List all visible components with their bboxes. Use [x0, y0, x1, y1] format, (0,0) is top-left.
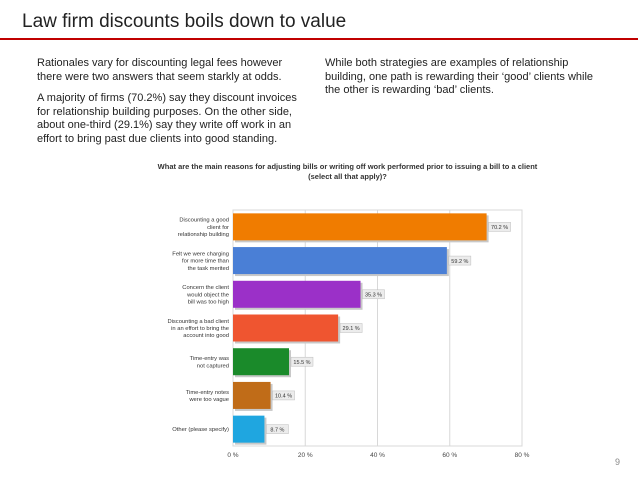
bar — [233, 213, 487, 241]
value-label: 15.5 % — [293, 360, 310, 366]
x-tick-label: 80 % — [515, 452, 530, 459]
chart-title: What are the main reasons for adjusting … — [157, 162, 538, 181]
value-label: 8.7 % — [270, 427, 284, 433]
x-tick-label: 40 % — [370, 452, 385, 459]
bar-chart: What are the main reasons for adjusting … — [150, 162, 545, 464]
category-label-line: Concern the client — [182, 285, 229, 291]
left-text-column: Rationales vary for discounting legal fe… — [37, 57, 305, 154]
bar — [233, 247, 447, 275]
category-label: Felt we were charging for more time than t… — [172, 251, 229, 271]
value-label-box — [448, 255, 472, 266]
category-label: Concern the client would object the bill w… — [182, 285, 229, 305]
category-label-line: Time-entry was — [190, 356, 230, 362]
category-label-line: Discounting a bad client — [167, 319, 229, 325]
category-label: Discounting a bad client in an effort to … — [167, 319, 229, 339]
right-paragraph-1: While both strategies are examples of re… — [325, 57, 594, 96]
category-label-line: not captured — [197, 363, 229, 369]
category-label: Time-entry notes were too vague — [186, 390, 229, 403]
category-label-line: relationship building — [178, 232, 229, 238]
bar — [233, 280, 361, 308]
category-label-line: Discounting a good — [179, 218, 229, 224]
value-label: 59.2 % — [451, 259, 468, 265]
category-label-line: would object the — [186, 292, 229, 298]
value-label: 10.4 % — [275, 394, 292, 400]
right-text-column: While both strategies are examples of re… — [325, 57, 595, 106]
category-label-line: the task merited — [188, 266, 229, 272]
value-label-box — [272, 390, 295, 401]
bar — [233, 381, 271, 409]
bar — [233, 415, 265, 443]
category-label-line: client for — [207, 225, 229, 231]
category-label: Discounting a good client for relationship… — [178, 218, 229, 238]
category-label: Time-entry was not captured — [190, 356, 230, 369]
value-label: 35.3 % — [365, 292, 382, 298]
value-label-box — [488, 222, 511, 232]
bar — [233, 314, 339, 342]
chart-canvas: 0 % 20 % 40 % 60 % 80 % 70.2 % Discounting a g… — [167, 209, 530, 459]
bar — [233, 348, 289, 376]
value-label-box — [266, 424, 289, 434]
slide-title: Law firm discounts boils down to value — [22, 11, 347, 32]
value-label: 29.1 % — [343, 326, 360, 332]
page-number: 9 — [614, 457, 620, 467]
x-tick-label: 0 % — [227, 452, 238, 459]
value-label-box — [362, 289, 385, 300]
category-label-line: account into good — [183, 333, 229, 339]
category-label-line: in an effort to bring the — [171, 326, 229, 332]
category-label-line: Time-entry notes — [186, 390, 229, 396]
value-label-box — [290, 356, 314, 367]
category-label-line: were too vague — [188, 397, 229, 403]
x-tick-label: 60 % — [442, 452, 457, 459]
x-tick-label: 20 % — [298, 452, 313, 459]
category-label-line: bill was too high — [188, 299, 229, 305]
title-divider — [0, 38, 638, 40]
value-label-box — [339, 323, 363, 333]
left-paragraph-1: Rationales vary for discounting legal fe… — [37, 57, 283, 83]
category-label-line: for more time than — [182, 259, 229, 265]
category-label-line: Other (please specify) — [172, 427, 229, 433]
left-paragraph-2: A majority of firms (70.2%) say they dis… — [37, 92, 297, 145]
category-label: Other (please specify) — [172, 427, 229, 433]
value-label: 70.2 % — [491, 225, 508, 231]
category-label-line: Felt we were charging — [172, 251, 229, 257]
